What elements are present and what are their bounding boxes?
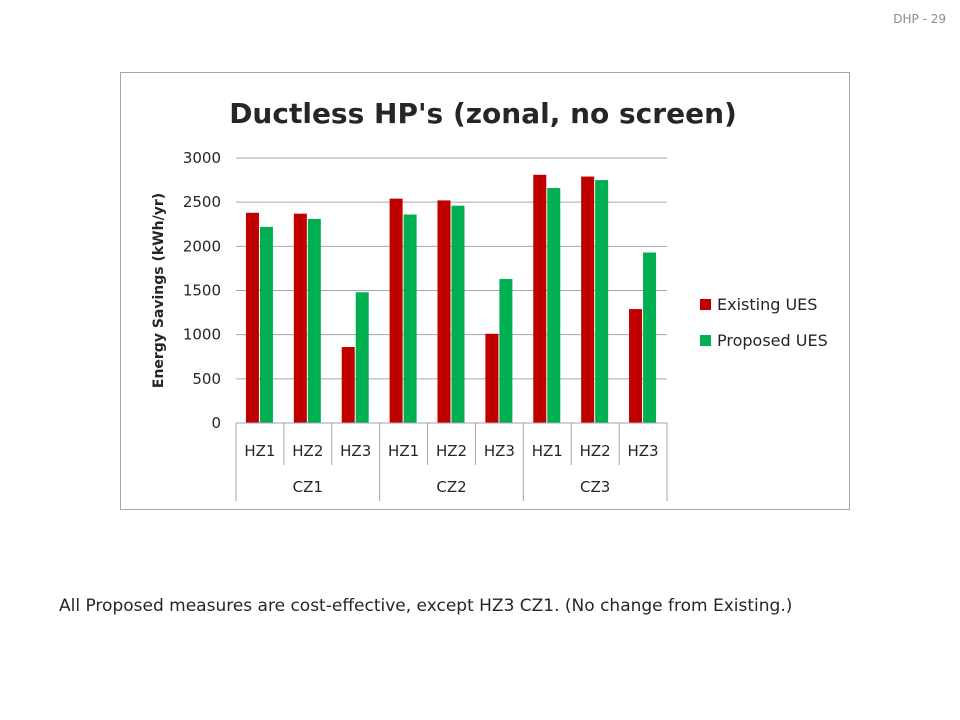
bar-existing: [581, 176, 595, 423]
bar-proposed: [355, 292, 369, 423]
bar-existing: [245, 212, 259, 423]
legend-swatch: [700, 335, 711, 346]
bar-proposed: [499, 279, 513, 423]
y-tick-label: 1000: [183, 326, 221, 344]
legend: Existing UES Proposed UES: [700, 295, 828, 350]
y-tick-label: 2500: [183, 193, 221, 211]
x-group-label: CZ2: [436, 478, 466, 496]
y-tick-label: 0: [211, 414, 221, 432]
bar-proposed: [547, 188, 561, 423]
bar-existing: [341, 347, 355, 423]
x-group-label: CZ1: [293, 478, 323, 496]
y-axis-label: Energy Savings (kWh/yr): [151, 193, 167, 388]
x-tick-label: HZ2: [436, 442, 467, 460]
y-tick-label: 500: [192, 370, 221, 388]
x-tick-label: HZ3: [484, 442, 515, 460]
bar-proposed: [643, 252, 657, 423]
bar-existing: [533, 174, 547, 423]
bar-existing: [485, 333, 499, 423]
bar-proposed: [403, 214, 417, 423]
chart-frame: Ductless HP's (zonal, no screen) 0 500 100…: [120, 72, 850, 510]
bar-chart: Ductless HP's (zonal, no screen) 0 500 100…: [151, 97, 828, 501]
y-tick-label: 3000: [183, 149, 221, 167]
bar-proposed: [595, 180, 609, 423]
x-tick-label: HZ2: [580, 442, 611, 460]
x-tick-label: HZ1: [244, 442, 275, 460]
x-tick-label: HZ3: [628, 442, 659, 460]
x-tick-label: HZ2: [292, 442, 323, 460]
slide-number: DHP - 29: [893, 12, 946, 26]
x-tick-label: HZ1: [388, 442, 419, 460]
legend-swatch: [700, 299, 711, 310]
bar-proposed: [307, 218, 321, 423]
y-tick-label: 2000: [183, 237, 221, 255]
x-group-label: CZ3: [580, 478, 610, 496]
bar-existing: [389, 198, 403, 423]
slide-caption: All Proposed measures are cost-effective…: [59, 596, 793, 616]
bar-proposed: [451, 205, 465, 423]
y-axis-ticks: 0 500 1000 1500 2000 2500 3000: [183, 149, 221, 432]
x-axis: HZ1 HZ2 HZ3 HZ1 HZ2 HZ3 HZ1 HZ2 HZ3 CZ1 CZ2 CZ3: [235, 422, 668, 501]
x-tick-label: HZ3: [340, 442, 371, 460]
y-tick-label: 1500: [183, 282, 221, 300]
bar-existing: [293, 213, 307, 423]
bar-existing: [437, 200, 451, 423]
chart-title: Ductless HP's (zonal, no screen): [229, 97, 737, 130]
legend-label: Existing UES: [717, 295, 817, 314]
x-tick-label: HZ1: [532, 442, 563, 460]
legend-label: Proposed UES: [717, 331, 828, 350]
bars: [245, 174, 657, 423]
bar-proposed: [259, 226, 273, 423]
bar-existing: [629, 309, 643, 423]
